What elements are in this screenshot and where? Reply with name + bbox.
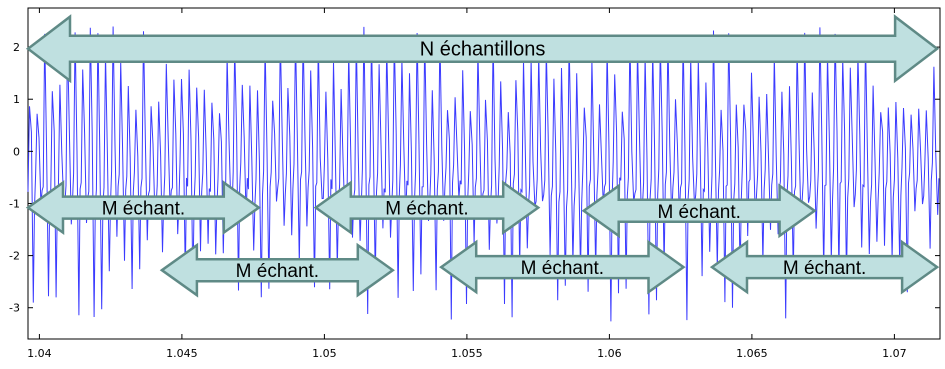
x-tick-label: 1.055 xyxy=(451,347,483,360)
x-tick-label: 1.05 xyxy=(312,347,337,360)
y-tick-label: -2 xyxy=(9,250,20,263)
m-samples-arrow xyxy=(313,180,541,236)
m-samples-label: M échant. xyxy=(236,261,319,282)
y-tick-label: 1 xyxy=(13,93,20,106)
x-tick-label: 1.04 xyxy=(27,347,52,360)
y-tick-label: 2 xyxy=(13,41,20,54)
m-samples-label: M échant. xyxy=(521,258,604,279)
m-samples-arrow xyxy=(709,239,940,295)
x-axis: 1.04 1.045 1.05 1.055 1.06 1.065 1.07 xyxy=(27,8,907,360)
y-tick-label: 0 xyxy=(13,145,20,158)
n-samples-label: N échantillons xyxy=(420,39,546,61)
y-tick-label: -1 xyxy=(9,197,20,210)
annotation-arrows: N échantillons M échant. M échant. M échant… xyxy=(25,14,940,298)
m-samples-label: M échant. xyxy=(385,199,468,220)
x-tick-label: 1.045 xyxy=(166,347,198,360)
x-tick-label: 1.06 xyxy=(597,347,622,360)
m-samples-arrow xyxy=(25,180,261,236)
m-samples-label: M échant. xyxy=(783,258,866,279)
y-tick-label: -3 xyxy=(9,302,20,315)
n-samples-arrow xyxy=(25,14,940,84)
m-samples-label: M échant. xyxy=(657,202,740,223)
x-tick-label: 1.07 xyxy=(882,347,907,360)
m-samples-arrow xyxy=(159,242,395,298)
m-samples-arrow xyxy=(439,239,686,295)
m-samples-arrow xyxy=(581,183,817,239)
m-samples-label: M échant. xyxy=(102,199,185,220)
x-tick-label: 1.065 xyxy=(736,347,768,360)
